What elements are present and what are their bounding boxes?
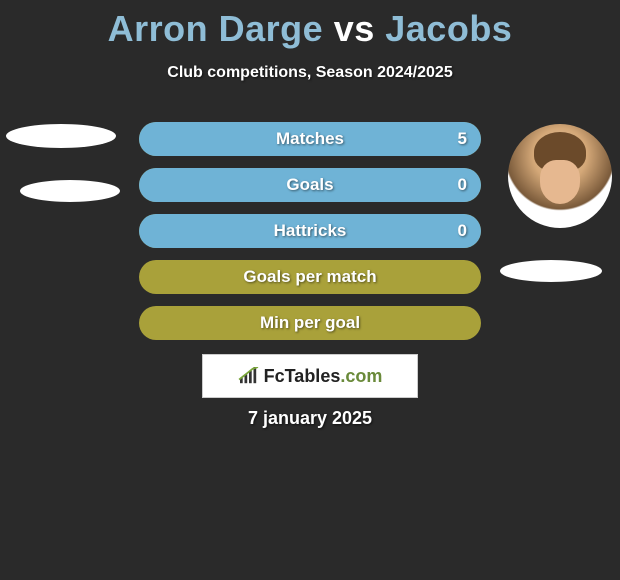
logo-brand: FcTables <box>264 366 341 386</box>
stat-value-right: 0 <box>458 175 467 195</box>
stat-row: Min per goal <box>139 306 481 340</box>
stat-rows: Matches5Goals0Hattricks0Goals per matchM… <box>139 122 481 352</box>
stat-label: Goals per match <box>139 267 481 287</box>
decorative-ellipse <box>6 124 116 148</box>
stat-label: Goals <box>139 175 481 195</box>
stat-row: Hattricks0 <box>139 214 481 248</box>
stat-value-right: 5 <box>458 129 467 149</box>
subtitle: Club competitions, Season 2024/2025 <box>0 64 620 82</box>
bar-chart-icon <box>238 367 260 385</box>
decorative-ellipse <box>20 180 120 202</box>
snapshot-date: 7 january 2025 <box>0 408 620 429</box>
stat-row: Matches5 <box>139 122 481 156</box>
vs-text: vs <box>334 8 375 49</box>
logo-text: FcTables.com <box>264 366 383 387</box>
player2-avatar <box>508 124 612 228</box>
stat-label: Matches <box>139 129 481 149</box>
player2-name: Jacobs <box>385 8 512 49</box>
decorative-ellipse <box>500 260 602 282</box>
stat-row: Goals0 <box>139 168 481 202</box>
stat-row: Goals per match <box>139 260 481 294</box>
logo-domain: .com <box>340 366 382 386</box>
stat-label: Min per goal <box>139 313 481 333</box>
stat-value-right: 0 <box>458 221 467 241</box>
fctables-logo: FcTables.com <box>202 354 418 398</box>
player1-name: Arron Darge <box>108 8 324 49</box>
stat-label: Hattricks <box>139 221 481 241</box>
comparison-title: Arron Darge vs Jacobs <box>0 0 620 50</box>
